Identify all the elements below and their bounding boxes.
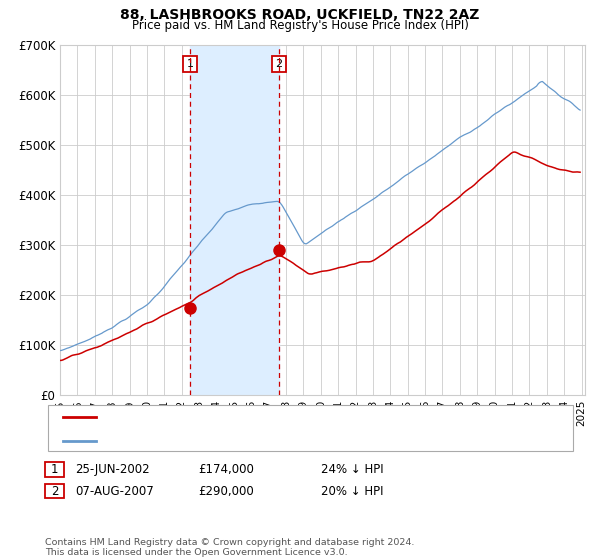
- Text: 07-AUG-2007: 07-AUG-2007: [75, 484, 154, 498]
- Text: 2: 2: [275, 59, 283, 69]
- Text: HPI: Average price, detached house, Wealden: HPI: Average price, detached house, Weal…: [104, 436, 353, 446]
- Text: 1: 1: [51, 463, 58, 476]
- Text: 2: 2: [51, 484, 58, 498]
- Text: £174,000: £174,000: [198, 463, 254, 476]
- Text: £290,000: £290,000: [198, 484, 254, 498]
- Text: 25-JUN-2002: 25-JUN-2002: [75, 463, 149, 476]
- Text: 20% ↓ HPI: 20% ↓ HPI: [321, 484, 383, 498]
- Text: 24% ↓ HPI: 24% ↓ HPI: [321, 463, 383, 476]
- Text: 88, LASHBROOKS ROAD, UCKFIELD, TN22 2AZ: 88, LASHBROOKS ROAD, UCKFIELD, TN22 2AZ: [121, 8, 479, 22]
- Text: Price paid vs. HM Land Registry's House Price Index (HPI): Price paid vs. HM Land Registry's House …: [131, 19, 469, 32]
- Bar: [190, 45, 279, 395]
- Text: 1: 1: [187, 59, 194, 69]
- Text: Contains HM Land Registry data © Crown copyright and database right 2024.
This d: Contains HM Land Registry data © Crown c…: [45, 538, 415, 557]
- Text: 88, LASHBROOKS ROAD, UCKFIELD, TN22 2AZ (detached house): 88, LASHBROOKS ROAD, UCKFIELD, TN22 2AZ …: [104, 412, 457, 422]
